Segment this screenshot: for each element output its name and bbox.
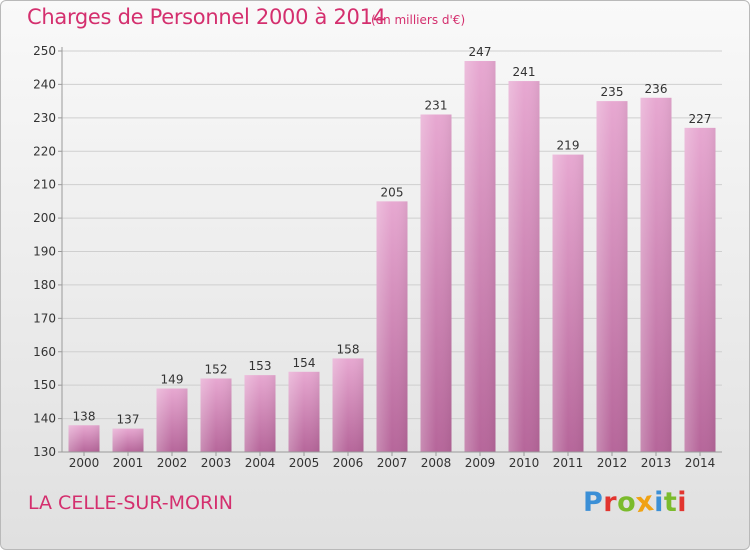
y-tick-label: 200 (33, 211, 56, 225)
bar-shade (200, 378, 232, 452)
logo-letter: r (603, 487, 618, 518)
data-label: 158 (337, 342, 360, 356)
data-label: 247 (469, 45, 492, 59)
x-tick-label: 2003 (201, 456, 232, 470)
y-tick-label: 150 (33, 378, 56, 392)
data-label: 205 (381, 185, 404, 199)
x-tick-label: 2008 (421, 456, 452, 470)
x-tick-label: 2000 (69, 456, 100, 470)
y-tick-label: 160 (33, 345, 56, 359)
x-tick-label: 2006 (333, 456, 364, 470)
bar-shade (464, 61, 496, 453)
x-tick-label: 2009 (465, 456, 496, 470)
data-label: 227 (689, 112, 712, 126)
bar-shade (288, 371, 320, 452)
x-tick-label: 2002 (157, 456, 188, 470)
bar-shade (684, 127, 716, 452)
data-label: 235 (601, 85, 624, 99)
data-label: 137 (117, 413, 140, 427)
x-tick-label: 2005 (289, 456, 320, 470)
bar-shade (332, 358, 364, 452)
bar-shade (68, 425, 100, 452)
bar-layer (68, 61, 716, 453)
y-tick-label: 210 (33, 178, 56, 192)
chart-title: Charges de Personnel 2000 à 2014 (27, 5, 386, 29)
y-tick-label: 190 (33, 245, 56, 259)
logo-letter: t (663, 487, 678, 518)
logo-letter: P (583, 487, 604, 518)
data-label: 236 (645, 82, 668, 96)
logo-letter: i (654, 487, 664, 518)
bar-shade (376, 201, 408, 452)
data-label: 241 (513, 65, 536, 79)
y-tick-label: 140 (33, 412, 56, 426)
data-label: 149 (161, 373, 184, 387)
y-tick-label: 240 (33, 77, 56, 91)
data-label: 138 (73, 409, 96, 423)
y-tick-label: 170 (33, 311, 56, 325)
y-tick-label: 130 (33, 445, 56, 459)
y-tick-label: 230 (33, 111, 56, 125)
logo-letter: i (677, 487, 688, 518)
bar-shade (508, 81, 540, 452)
bar-shade (420, 114, 452, 452)
x-tick-label: 2013 (641, 456, 672, 470)
data-label: 153 (249, 359, 272, 373)
x-tick-label: 2001 (113, 456, 144, 470)
bar-shade (596, 101, 628, 452)
chart-subtitle: (en milliers d'€) (371, 13, 466, 27)
logo-letter: x (634, 485, 657, 520)
x-tick-label: 2012 (597, 456, 628, 470)
bar-shade (640, 97, 672, 453)
bar-shade (112, 428, 144, 452)
proxiti-logo[interactable]: Proxiti (583, 485, 688, 520)
x-tick-label: 2011 (553, 456, 584, 470)
x-tick-label: 2014 (685, 456, 716, 470)
logo-letter: o (617, 487, 637, 518)
x-tick-label: 2007 (377, 456, 408, 470)
bar-shade (244, 375, 276, 452)
y-tick-label: 250 (33, 44, 56, 58)
data-label: 152 (205, 362, 228, 376)
y-tick-label: 220 (33, 144, 56, 158)
axis-layer: 130 140 150 160 170 180 190 200 210 220 230 240 250 2… (33, 44, 722, 470)
x-tick-label: 2004 (245, 456, 276, 470)
bar-shade (552, 154, 584, 452)
label-layer: 138 137 149 152 153 154 158 205 231 247 241 219 235 2… (73, 45, 712, 427)
data-label: 154 (293, 356, 316, 370)
data-label: 231 (425, 98, 448, 112)
data-label: 219 (557, 139, 580, 153)
commune-name: LA CELLE-SUR-MORIN (28, 492, 233, 514)
y-tick-label: 180 (33, 278, 56, 292)
x-tick-label: 2010 (509, 456, 540, 470)
bar-shade (156, 388, 188, 452)
